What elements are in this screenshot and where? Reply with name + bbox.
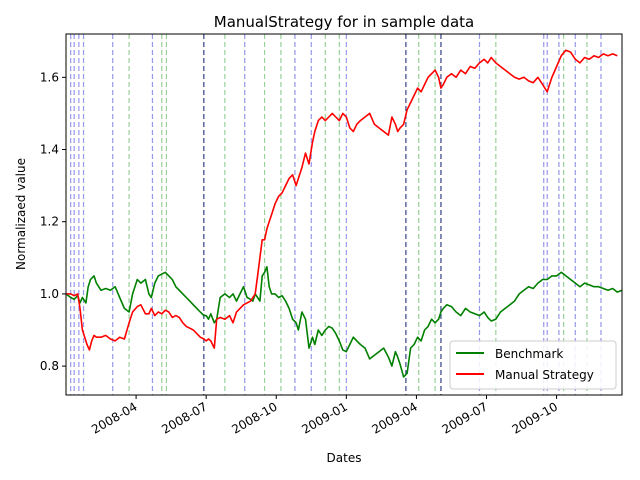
signal-lines-group	[70, 34, 602, 395]
x-tick-label: 2009-10	[510, 399, 560, 436]
y-tick-label: 1.2	[40, 215, 59, 229]
y-axis-label: Normalizaed value	[14, 158, 28, 270]
legend-box	[449, 340, 617, 390]
y-tick-label: 1.0	[40, 287, 59, 301]
x-tick-label: 2008-04	[89, 399, 139, 436]
x-tick-label: 2009-07	[440, 399, 490, 436]
series-line-manual-strategy	[66, 49, 618, 351]
x-axis-ticks: 2008-04 2008-07 2008-10 2009-01 2009-04 2009-…	[89, 395, 560, 437]
x-tick-label: 2008-07	[159, 399, 209, 436]
y-axis-ticks: 0.8 1.0 1.2 1.4 1.6	[40, 70, 66, 373]
plot-frame	[65, 33, 623, 396]
legend-label-benchmark: Benchmark	[495, 347, 563, 361]
x-tick-label: 2008-10	[229, 399, 279, 436]
chart-title: ManualStrategy for in sample data	[214, 13, 474, 31]
y-tick-label: 1.4	[40, 143, 59, 157]
y-tick-label: 1.6	[40, 70, 59, 84]
legend: Benchmark Manual Strategy	[449, 340, 617, 390]
series-line-benchmark	[65, 265, 623, 378]
y-tick-label: 0.8	[40, 359, 59, 373]
legend-label-manual-strategy: Manual Strategy	[495, 368, 594, 382]
series-group	[65, 49, 623, 378]
x-tick-label: 2009-01	[299, 399, 349, 436]
x-tick-label: 2009-04	[369, 399, 419, 436]
x-axis-label: Dates	[327, 451, 362, 465]
